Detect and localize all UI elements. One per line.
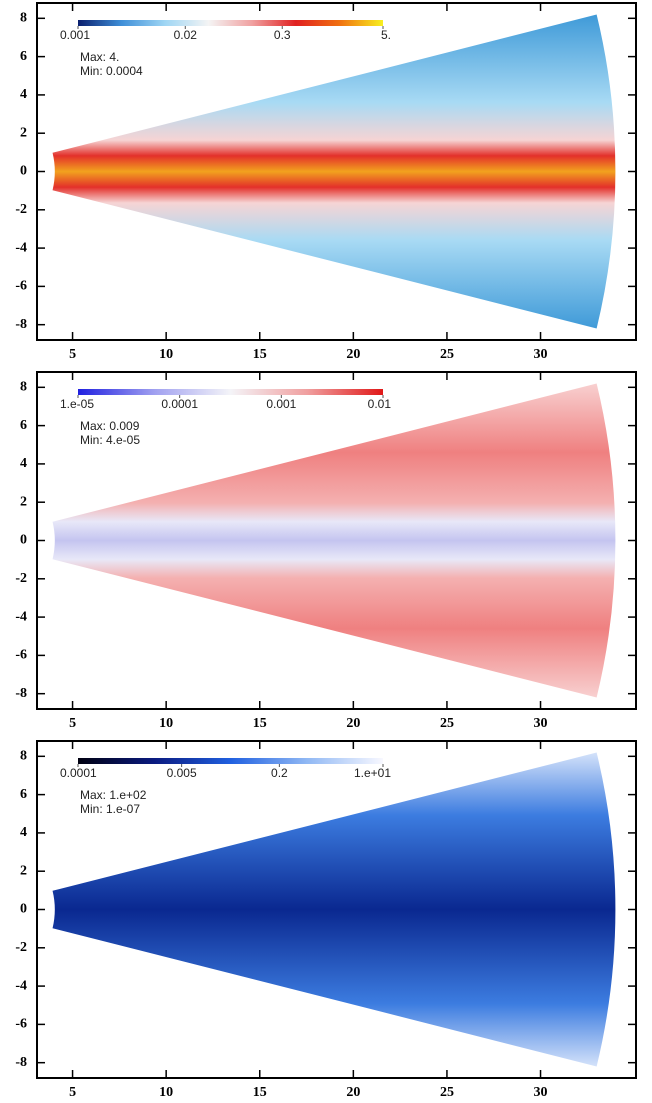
x-tick-label: 30 [534, 716, 548, 731]
annotation: Min: 4.e-05 [80, 433, 140, 447]
x-tick-label: 15 [253, 1085, 267, 1100]
x-tick-label: 10 [159, 716, 173, 731]
colorbar-label: 0.02 [174, 28, 198, 42]
colorbar-label: 0.2 [271, 766, 288, 780]
colorbar-label: 0.001 [266, 397, 296, 411]
x-tick-label: 10 [159, 1085, 173, 1100]
colorbar-label: 0.3 [274, 28, 291, 42]
x-tick-label: 10 [159, 347, 173, 362]
colorbar [78, 20, 383, 26]
y-tick-label: -2 [15, 571, 27, 586]
x-tick-label: 5 [69, 347, 76, 362]
y-tick-label: -6 [15, 648, 27, 663]
y-tick-label: -8 [15, 686, 27, 701]
x-tick-label: 20 [346, 347, 360, 362]
simulation-image [52, 14, 616, 329]
y-tick-label: 6 [20, 787, 27, 802]
x-tick-label: 20 [346, 1085, 360, 1100]
annotation: Max: 0.009 [80, 419, 140, 433]
x-tick-label: 25 [440, 347, 454, 362]
y-tick-label: 6 [20, 49, 27, 64]
colorbar-label: 1.e-05 [60, 397, 94, 411]
x-tick-label: 15 [253, 716, 267, 731]
y-tick-label: 2 [20, 125, 27, 140]
x-tick-label: 30 [534, 1085, 548, 1100]
y-tick-label: 8 [20, 749, 27, 764]
y-tick-label: 4 [20, 87, 27, 102]
colorbar-label: 5. [381, 28, 391, 42]
colorbar-label: 0.01 [368, 397, 392, 411]
annotation: Min: 1.e-07 [80, 802, 140, 816]
x-tick-label: 20 [346, 716, 360, 731]
colorbar-label: 0.0001 [60, 766, 97, 780]
y-tick-label: 4 [20, 825, 27, 840]
y-tick-label: 8 [20, 380, 27, 395]
x-tick-label: 5 [69, 716, 76, 731]
colorbar [78, 758, 383, 764]
x-tick-label: 25 [440, 716, 454, 731]
simulation-image [52, 383, 616, 698]
y-tick-label: 0 [20, 902, 27, 917]
y-tick-label: 8 [20, 11, 27, 26]
x-tick-label: 30 [534, 347, 548, 362]
y-tick-label: -6 [15, 1017, 27, 1032]
y-tick-label: -4 [15, 978, 27, 993]
y-tick-label: -2 [15, 202, 27, 217]
y-tick-label: 0 [20, 533, 27, 548]
annotation: Min: 0.0004 [80, 64, 143, 78]
colorbar-label: 1.e+01 [354, 766, 391, 780]
y-tick-label: 2 [20, 494, 27, 509]
colorbar-label: 0.001 [60, 28, 90, 42]
colorbar-label: 0.0001 [161, 397, 198, 411]
y-tick-label: -4 [15, 609, 27, 624]
y-tick-label: -6 [15, 279, 27, 294]
y-tick-label: 6 [20, 418, 27, 433]
y-tick-label: 2 [20, 863, 27, 878]
y-tick-label: 0 [20, 164, 27, 179]
y-tick-label: 4 [20, 456, 27, 471]
x-tick-label: 25 [440, 1085, 454, 1100]
x-tick-label: 5 [69, 1085, 76, 1100]
colorbar-label: 0.005 [167, 766, 197, 780]
annotation: Max: 4. [80, 50, 119, 64]
annotation: Max: 1.e+02 [80, 788, 147, 802]
x-tick-label: 15 [253, 347, 267, 362]
y-tick-label: -4 [15, 240, 27, 255]
y-tick-label: -8 [15, 317, 27, 332]
y-tick-label: -2 [15, 940, 27, 955]
simulation-image [52, 752, 616, 1067]
colorbar [78, 389, 383, 395]
y-tick-label: -8 [15, 1055, 27, 1070]
